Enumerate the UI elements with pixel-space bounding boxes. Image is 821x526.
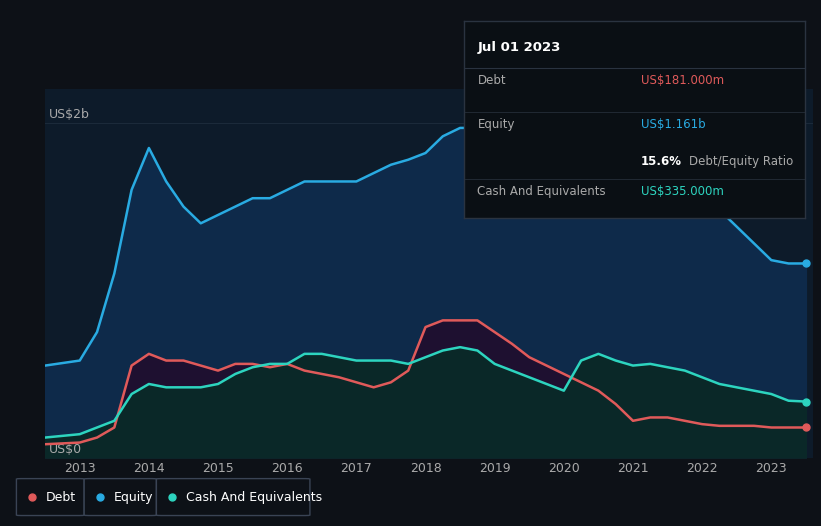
Text: Cash And Equivalents: Cash And Equivalents <box>186 491 322 503</box>
Text: Equity: Equity <box>478 118 515 130</box>
FancyBboxPatch shape <box>157 479 310 515</box>
FancyBboxPatch shape <box>16 479 85 515</box>
Text: Debt: Debt <box>478 74 506 87</box>
Text: Debt/Equity Ratio: Debt/Equity Ratio <box>689 155 793 168</box>
Text: US$2b: US$2b <box>48 108 89 121</box>
Text: Debt: Debt <box>46 491 76 503</box>
Text: Equity: Equity <box>113 491 153 503</box>
Text: US$1.161b: US$1.161b <box>641 118 706 130</box>
Text: US$181.000m: US$181.000m <box>641 74 724 87</box>
FancyBboxPatch shape <box>85 479 157 515</box>
Text: 15.6%: 15.6% <box>641 155 682 168</box>
Text: Jul 01 2023: Jul 01 2023 <box>478 41 561 54</box>
Text: Cash And Equivalents: Cash And Equivalents <box>478 185 606 198</box>
Text: US$0: US$0 <box>48 443 82 456</box>
Text: US$335.000m: US$335.000m <box>641 185 724 198</box>
